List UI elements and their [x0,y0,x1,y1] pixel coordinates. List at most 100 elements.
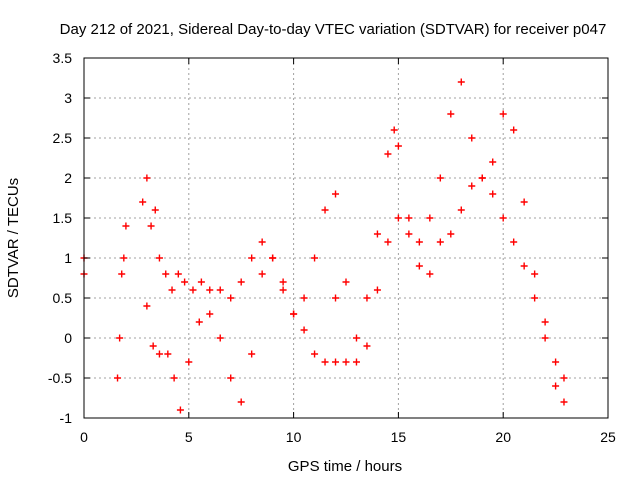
y-tick-label: 1.5 [53,210,73,226]
ticks-layer: 0 5 10 15 20 25 -1 -0.5 0 0.5 1 1.5 2 2.5 3 3.5 [48,50,616,445]
data-point [237,278,245,286]
data-point [143,174,151,182]
data-point [457,78,465,86]
data-point [560,374,568,382]
data-point [531,294,539,302]
data-point [478,174,486,182]
data-point [279,286,287,294]
data-point [149,342,157,350]
y-tick-label: 2 [64,170,72,186]
data-point [168,286,176,294]
x-tick-label: 25 [600,429,616,445]
data-point [499,214,507,222]
data-point [520,198,528,206]
data-point [363,342,371,350]
data-point [181,278,189,286]
data-point [489,158,497,166]
data-point [279,278,287,286]
data-point [114,374,122,382]
data-point [147,222,155,230]
data-point [120,254,128,262]
data-point [332,190,340,198]
data-point [206,310,214,318]
data-point [332,358,340,366]
data-point [300,326,308,334]
data-point [468,134,476,142]
data-point [541,334,549,342]
data-point [520,262,528,270]
y-tick-label: 0.5 [53,290,73,306]
x-tick-label: 20 [495,429,511,445]
y-tick-label: 1 [64,250,72,266]
x-tick-label: 15 [391,429,407,445]
series-track-d [332,174,568,382]
data-point [189,286,197,294]
data-point [363,294,371,302]
data-point [216,286,224,294]
data-point [384,238,392,246]
grid-layer [84,58,608,418]
series-track-a [139,174,340,318]
data-point [258,270,266,278]
series-early-strip [80,222,130,382]
data-point [311,350,319,358]
data-point [300,294,308,302]
data-points-layer [80,78,568,414]
data-point [390,126,398,134]
data-point [176,406,184,414]
data-point [415,262,423,270]
data-point [216,334,224,342]
data-point [510,126,518,134]
data-point [552,382,560,390]
data-point [122,222,130,230]
y-tick-label: 3.5 [53,50,73,66]
data-point [436,174,444,182]
data-point [258,238,266,246]
data-point [373,230,381,238]
data-point [541,318,549,326]
data-point [174,270,182,278]
data-point [394,142,402,150]
x-tick-label: 0 [80,429,88,445]
data-point [185,358,193,366]
data-point [384,150,392,158]
data-point [164,350,172,358]
y-tick-label: 3 [64,90,72,106]
data-point [489,190,497,198]
data-point [197,278,205,286]
data-point [436,238,444,246]
data-point [206,286,214,294]
data-point [227,294,235,302]
data-point [290,310,298,318]
x-axis-label: GPS time / hours [288,458,402,475]
data-point [155,254,163,262]
data-point [342,358,350,366]
data-point [457,206,465,214]
data-point [311,254,319,262]
data-point [151,206,159,214]
data-point [447,230,455,238]
series-track-c [342,78,568,406]
data-point [162,270,170,278]
data-point [394,214,402,222]
y-tick-label: -1 [60,410,73,426]
data-point [248,350,256,358]
data-point [531,270,539,278]
data-point [468,182,476,190]
data-point [499,110,507,118]
data-point [118,270,126,278]
x-tick-label: 5 [185,429,193,445]
data-point [426,270,434,278]
data-point [155,350,163,358]
data-point [139,198,147,206]
data-point [405,230,413,238]
data-point [447,110,455,118]
data-point [352,358,360,366]
y-axis-label: SDTVAR / TECUs [5,178,22,298]
data-point [195,318,203,326]
y-tick-label: 0 [64,330,72,346]
data-point [552,358,560,366]
data-point [170,374,178,382]
data-point [332,294,340,302]
